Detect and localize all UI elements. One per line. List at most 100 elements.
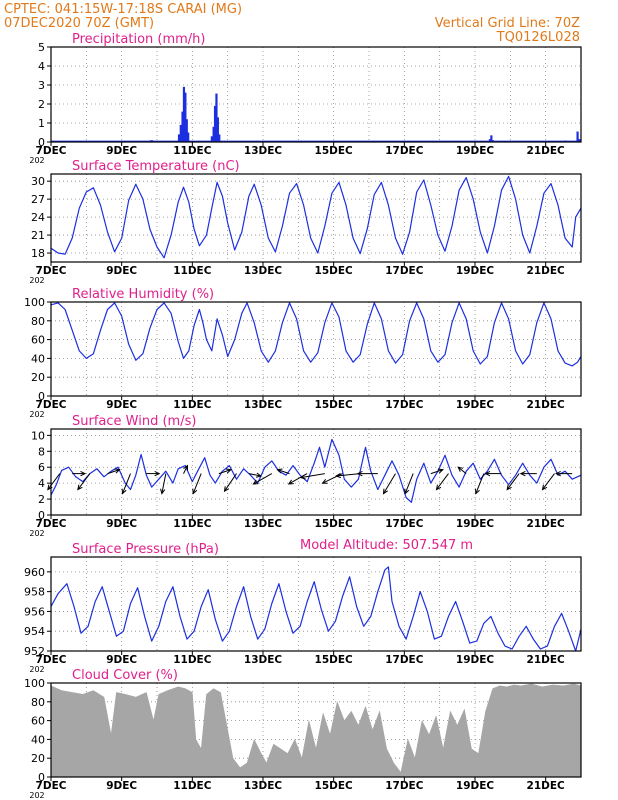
wind-arrow — [484, 470, 502, 477]
humidity-xtick-label: 17DEC — [385, 399, 424, 411]
cloud-ytick-label: 80 — [31, 696, 45, 709]
temperature-ytick-label: 27 — [31, 193, 45, 206]
wind-plot-area — [51, 429, 581, 515]
wind-arrow-shaft — [47, 473, 61, 490]
wind-arrow — [430, 468, 444, 475]
precipitation-bar — [490, 135, 493, 142]
precipitation-ytick-label: 1 — [38, 117, 45, 130]
wind-xtick-label: 11DEC — [173, 518, 212, 530]
humidity-ytick-label: 60 — [31, 334, 45, 347]
temperature-xtick-label: 21DEC — [527, 265, 566, 277]
wind-arrow-head — [457, 466, 464, 472]
humidity-title: Relative Humidity (%) — [72, 287, 214, 302]
precipitation-ytick-label: 3 — [38, 79, 45, 92]
wind-arrow-head — [335, 472, 342, 479]
cloud-year-label: 202 — [29, 791, 44, 800]
cloud-ytick-label: 0 — [38, 771, 45, 784]
wind-arrow — [555, 470, 573, 477]
pressure-title: Surface Pressure (hPa) — [72, 542, 219, 557]
wind-ytick-label: 4 — [38, 477, 45, 490]
pressure-xtick-label: 17DEC — [385, 654, 424, 666]
cloud-xtick-label: 11DEC — [173, 780, 212, 792]
wind-arrow — [435, 473, 449, 491]
cloud-ytick-label: 20 — [31, 752, 45, 765]
precipitation-xtick-label: 7DEC — [36, 145, 67, 157]
pressure-ytick-label: 958 — [24, 586, 45, 599]
precipitation-bar — [181, 111, 184, 142]
wind-frame — [50, 428, 582, 516]
wind-arrow-head — [160, 488, 166, 495]
wind-arrow — [77, 473, 91, 491]
wind-title: Surface Wind (m/s) — [72, 414, 196, 429]
temperature-series-line — [50, 175, 582, 259]
temperature-year-label: 202 — [29, 276, 44, 285]
precipitation-xtick-label: 19DEC — [456, 145, 495, 157]
precipitation-bar — [213, 105, 217, 142]
cloud-title: Cloud Cover (%) — [72, 668, 178, 683]
precipitation-bar — [218, 134, 221, 142]
wind-arrow-shaft — [77, 473, 91, 490]
wind-arrow-shaft — [277, 469, 290, 475]
header-grid-note: Vertical Grid Line: 70Z — [435, 16, 580, 31]
cloud-xtick-label: 21DEC — [527, 780, 566, 792]
precipitation-year-label: 202 — [29, 156, 44, 165]
humidity-plot-area — [51, 302, 581, 396]
temperature-frame — [50, 173, 582, 263]
wind-xtick-label: 17DEC — [385, 518, 424, 530]
precipitation-ytick-label: 5 — [38, 41, 45, 54]
pressure-panel: 952 954 956 958 960 7DEC 9DEC 11DEC 13DEC 15DEC 17… — [24, 542, 582, 674]
wind-arrow-head — [519, 470, 526, 477]
pressure-xtick-label: 7DEC — [36, 654, 67, 666]
pressure-ytick-label: 954 — [24, 625, 45, 638]
cloud-ytick-label: 60 — [31, 715, 45, 728]
temperature-ytick-label: 21 — [31, 229, 45, 242]
precipitation-title: Precipitation (mm/h) — [72, 32, 205, 47]
pressure-xtick-label: 11DEC — [173, 654, 212, 666]
wind-xtick-label: 13DEC — [244, 518, 283, 530]
temperature-xtick-label: 19DEC — [456, 265, 495, 277]
wind-arrow-shaft — [542, 473, 555, 490]
wind-arrow-head — [225, 468, 232, 474]
precipitation-xtick-label: 13DEC — [244, 145, 283, 157]
wind-arrow — [519, 470, 537, 477]
wind-panel: 0 2 4 6 8 10 7DEC 9DEC 11DEC 13DEC 15DEC 17DEC 19DEC… — [29, 414, 582, 538]
wind-ytick-label: 6 — [38, 461, 45, 474]
wind-arrow — [107, 468, 121, 475]
wind-arrow-shaft — [224, 473, 237, 492]
precipitation-bar — [216, 117, 219, 142]
precipitation-frame — [50, 46, 582, 143]
precipitation-bar — [215, 93, 218, 142]
precipitation-bar — [212, 126, 215, 142]
wind-arrow-shaft — [161, 473, 167, 494]
wind-arrow — [72, 470, 87, 477]
precipitation-ytick-label: 4 — [38, 60, 45, 73]
temperature-xtick-label: 11DEC — [173, 265, 212, 277]
header-run-id: TQ0126L028 — [496, 30, 580, 45]
wind-xtick-label: 7DEC — [36, 518, 67, 530]
precipitation-xtick-label: 11DEC — [173, 145, 212, 157]
wind-ytick-label: 8 — [38, 445, 45, 458]
temperature-xtick-label: 9DEC — [106, 265, 137, 277]
humidity-ytick-label: 20 — [31, 371, 45, 384]
humidity-xtick-label: 11DEC — [173, 399, 212, 411]
cloud-cover-area — [50, 683, 582, 778]
wind-arrow-shaft — [383, 473, 396, 494]
wind-arrow-shaft — [506, 473, 520, 490]
wind-ytick-label: 0 — [38, 509, 45, 522]
precipitation-bar — [184, 92, 187, 142]
wind-arrow-shaft — [475, 473, 485, 494]
wind-arrow-head — [437, 468, 444, 474]
cloud-xtick-label: 19DEC — [456, 780, 495, 792]
wind-arrow-head — [321, 478, 328, 484]
wind-arrow — [146, 470, 161, 477]
wind-arrow-head — [80, 470, 87, 477]
cloud-xtick-label: 17DEC — [385, 780, 424, 792]
header-date: 07DEC2020 70Z (GMT) — [4, 16, 154, 31]
cloud-frame — [50, 682, 582, 778]
wind-arrow — [541, 473, 555, 491]
wind-arrow-head — [287, 479, 294, 485]
precipitation-xtick-label: 17DEC — [385, 145, 424, 157]
precipitation-panel: 0 1 2 3 4 5 7DEC 9DEC 11DEC 13DEC 15DEC 17DEC 19DEC 2… — [29, 32, 582, 165]
wind-arrow — [248, 472, 262, 478]
wind-xtick-label: 21DEC — [527, 518, 566, 530]
